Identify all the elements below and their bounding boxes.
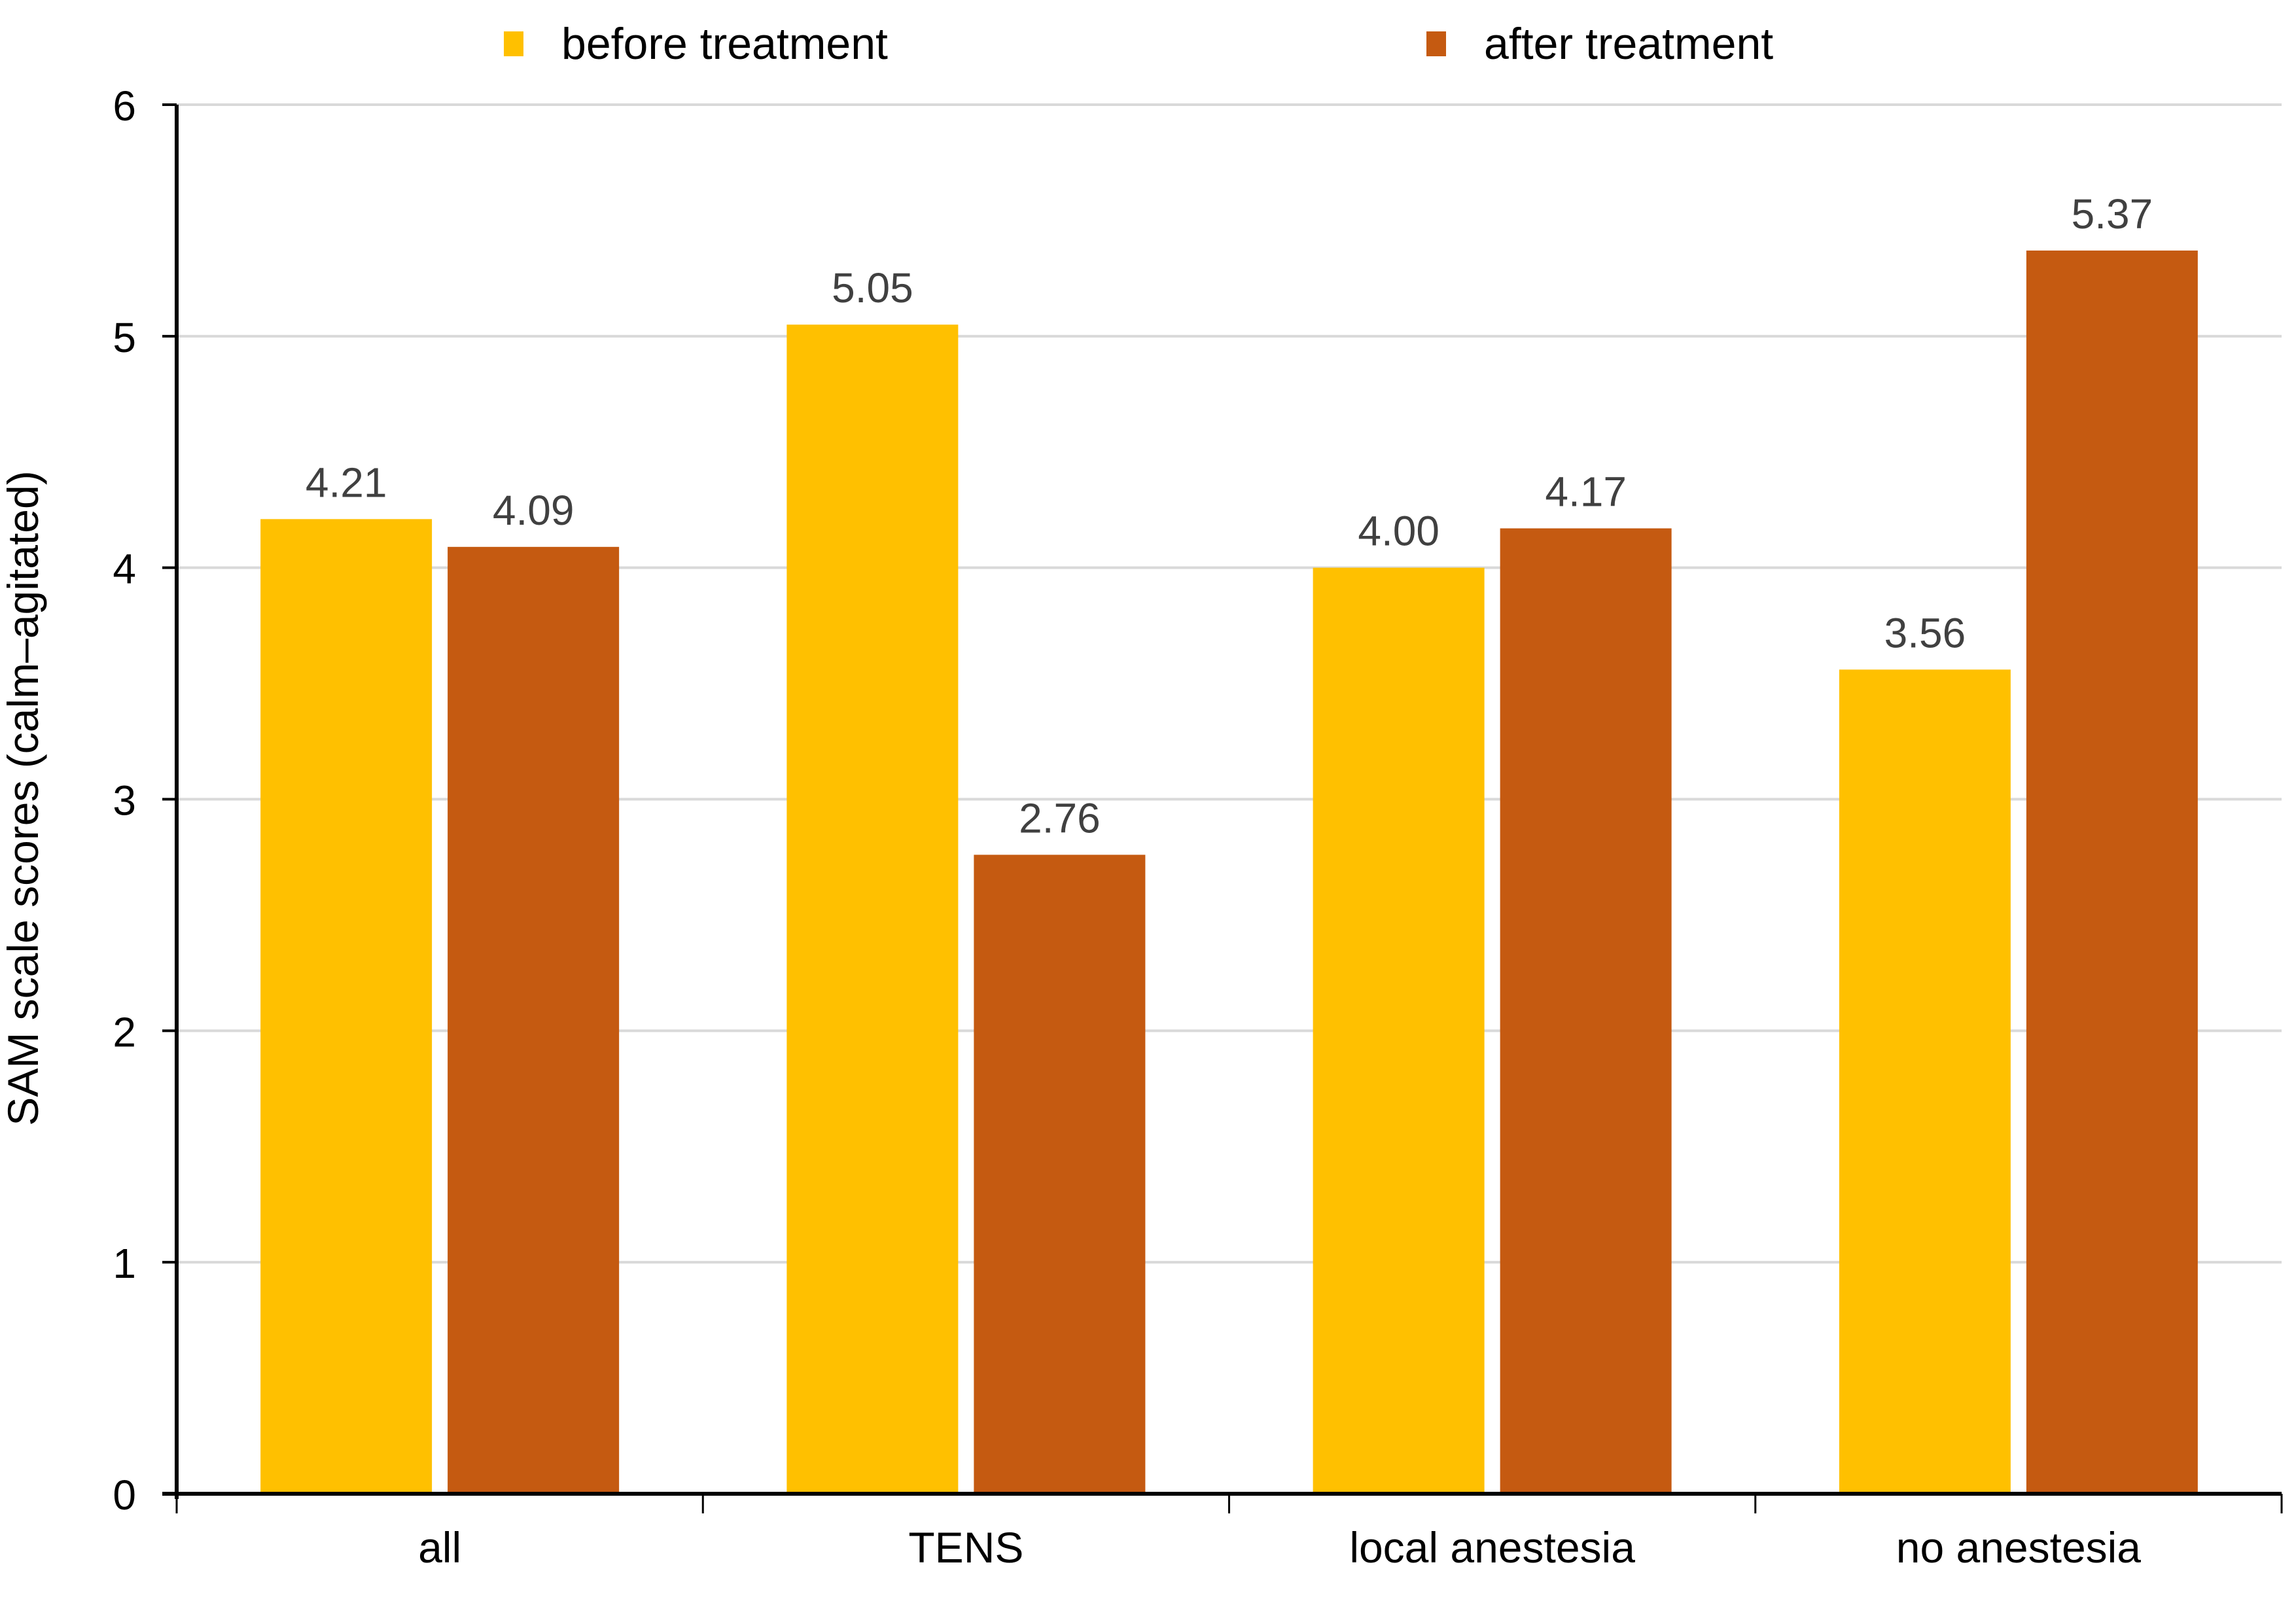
x-tick-label: no anestesia — [1896, 1523, 2142, 1572]
legend-swatch-after — [1426, 31, 1446, 56]
y-tick-label: 2 — [113, 1008, 136, 1055]
data-label: 2.76 — [1019, 794, 1101, 841]
y-tick-label: 0 — [113, 1472, 136, 1519]
bar-after — [448, 546, 620, 1494]
data-label: 4.00 — [1358, 508, 1439, 555]
x-tick-label: TENS — [908, 1523, 1023, 1572]
data-label: 5.05 — [832, 264, 913, 311]
legend-label-before: before treatment — [561, 19, 888, 69]
y-tick-label: 1 — [113, 1240, 136, 1287]
bars — [260, 250, 2198, 1494]
axes: 0 1 2 3 4 5 6 all TENS local anestesia no anestesi… — [113, 82, 2283, 1572]
data-label: 4.17 — [1545, 468, 1627, 516]
data-label: 4.09 — [493, 487, 574, 534]
data-label: 4.21 — [306, 459, 387, 506]
bar-before — [260, 519, 433, 1494]
bar-after — [2026, 250, 2198, 1494]
data-label: 5.37 — [2072, 190, 2153, 238]
y-axis-label: SAM scale scores (calm–agitated) — [0, 470, 47, 1125]
y-tick-label: 4 — [113, 546, 136, 593]
bar-after — [974, 855, 1146, 1494]
x-tick-label: all — [418, 1523, 461, 1572]
legend-item-before: before treatment — [504, 18, 888, 69]
legend-label-after: after treatment — [1484, 19, 1774, 69]
legend-item-after: after treatment — [1426, 18, 1773, 69]
bar-after — [1500, 528, 1672, 1494]
data-label: 3.56 — [1884, 609, 1966, 656]
y-tick-label: 5 — [113, 314, 136, 361]
bar-before — [1839, 669, 2011, 1494]
y-tick-label: 3 — [113, 777, 136, 824]
data-labels: 4.21 4.09 5.05 2.76 4.00 4.17 3.56 5.37 — [306, 190, 2153, 842]
bar-before — [1313, 567, 1485, 1494]
x-tick-label: local anestesia — [1349, 1523, 1635, 1572]
y-tick-label: 6 — [113, 82, 136, 130]
bar-before — [786, 325, 959, 1494]
legend-swatch-before — [504, 31, 523, 56]
